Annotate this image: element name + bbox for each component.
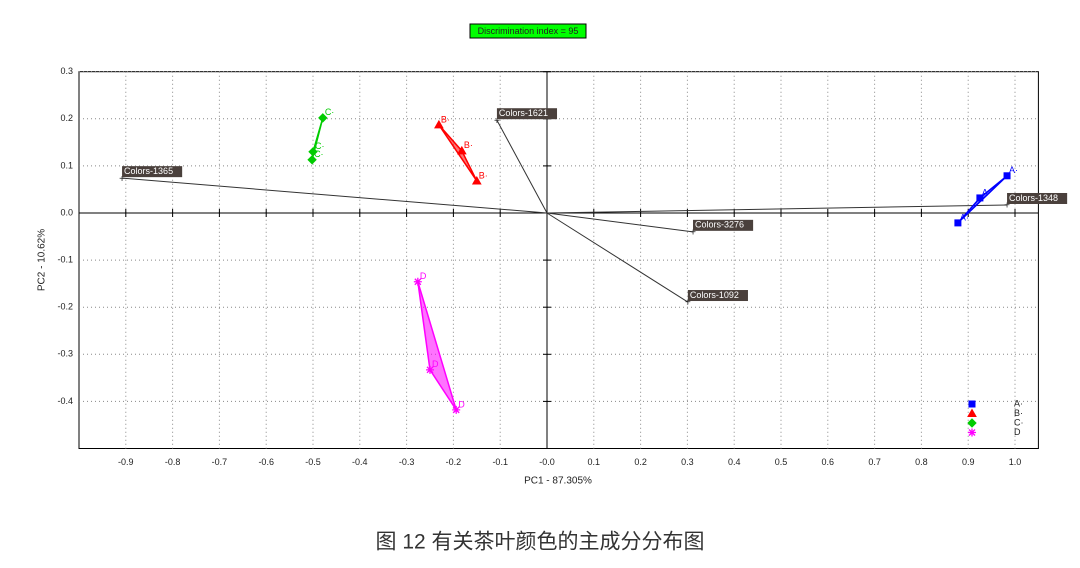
loading-point: + <box>690 227 696 238</box>
point <box>976 194 984 202</box>
y-tick-label: 0.2 <box>60 113 73 123</box>
legend-label: A· <box>1014 398 1023 408</box>
x-tick-label: 0.2 <box>634 457 647 467</box>
loading-label: Colors-1365 <box>124 166 173 176</box>
legend-marker <box>968 428 976 437</box>
loading-point: + <box>119 174 125 185</box>
x-tick-label: -0.2 <box>446 457 462 467</box>
x-tick-label: 0.7 <box>868 457 881 467</box>
point-label: B· <box>479 170 488 180</box>
x-tick-label: 0.1 <box>588 457 601 467</box>
loading-label-box <box>122 166 183 178</box>
title-box <box>469 23 587 39</box>
loading-vector <box>546 204 1008 214</box>
x-tick-label: -0.9 <box>118 457 134 467</box>
y-tick-label: -0.4 <box>57 396 73 406</box>
legend-marker <box>967 418 977 428</box>
y-tick-label: 0.3 <box>60 66 73 76</box>
loading-label-box <box>496 108 558 120</box>
x-tick-label: 1.0 <box>1009 457 1022 467</box>
loading-label-box <box>1007 192 1068 204</box>
x-axis-label: PC1 - 87.305% <box>524 476 592 487</box>
point <box>307 155 317 165</box>
y-tick-label: -0.3 <box>57 349 73 359</box>
x-tick-label: -0.1 <box>492 457 508 467</box>
point-label: A· <box>982 187 991 197</box>
point <box>434 119 444 129</box>
point-label: C· <box>325 107 335 117</box>
point-label: C· <box>314 149 324 159</box>
caption: 图 12 有关茶叶颜色的主成分分布图 <box>375 531 704 554</box>
point <box>471 175 482 185</box>
legend-label: C· <box>1014 417 1024 427</box>
point <box>308 147 318 157</box>
loading-vector <box>122 177 548 214</box>
point <box>318 113 328 123</box>
loading-label: Colors-1348 <box>1009 193 1058 203</box>
group-hull <box>417 281 457 411</box>
chart-title: Discrimination index = 95 <box>478 26 579 36</box>
loading-point: + <box>685 298 691 309</box>
loading-vector <box>546 212 689 303</box>
x-tick-label: 0.5 <box>775 457 788 467</box>
legend-marker <box>967 408 977 417</box>
point-label: D <box>420 271 427 281</box>
x-tick-label: 0.4 <box>728 457 741 467</box>
y-tick-label: -0.2 <box>57 302 73 312</box>
point <box>452 405 461 414</box>
point-label: B· <box>464 140 473 150</box>
y-axis-label: PC2 - 10.62% <box>37 229 48 291</box>
point <box>954 219 962 227</box>
point <box>456 145 467 155</box>
x-tick-label: -0.6 <box>258 457 274 467</box>
x-tick-label: -0.3 <box>399 457 415 467</box>
legend-label: D <box>1014 427 1021 437</box>
point <box>426 365 434 374</box>
point <box>413 277 422 286</box>
y-tick-label: -0.1 <box>57 254 73 264</box>
point-label: D <box>432 359 439 369</box>
point-label: C· <box>315 141 325 151</box>
point <box>1003 172 1011 180</box>
x-tick-label: -0.5 <box>305 457 321 467</box>
loading-vector <box>546 212 694 233</box>
legend-label: B· <box>1014 408 1023 418</box>
loading-label-box <box>693 219 754 231</box>
point-label: A· <box>960 212 969 222</box>
loading-label: Colors-1092 <box>690 290 739 300</box>
x-tick-label: -0.0 <box>539 457 555 467</box>
y-tick-label: 0.1 <box>60 160 73 170</box>
y-tick-label: 0.0 <box>60 207 73 217</box>
point-label: B· <box>441 114 450 124</box>
x-tick-label: 0.6 <box>822 457 835 467</box>
x-tick-label: 0.3 <box>681 457 694 467</box>
loading-vector <box>496 119 548 214</box>
x-tick-label: 0.9 <box>962 457 975 467</box>
point-label: D <box>458 399 465 409</box>
loading-point: + <box>494 116 500 127</box>
legend-marker <box>968 400 976 408</box>
loading-label-box <box>687 290 748 302</box>
x-tick-label: -0.8 <box>165 457 181 467</box>
loading-label: Colors-1621 <box>499 108 548 118</box>
loading-label: Colors-3276 <box>695 220 744 230</box>
x-tick-label: -0.4 <box>352 457 368 467</box>
loading-point: + <box>1004 201 1010 212</box>
point-label: A· <box>1009 165 1018 175</box>
x-tick-label: 0.8 <box>915 457 928 467</box>
x-tick-label: -0.7 <box>212 457 228 467</box>
plot-frame <box>78 71 1039 449</box>
